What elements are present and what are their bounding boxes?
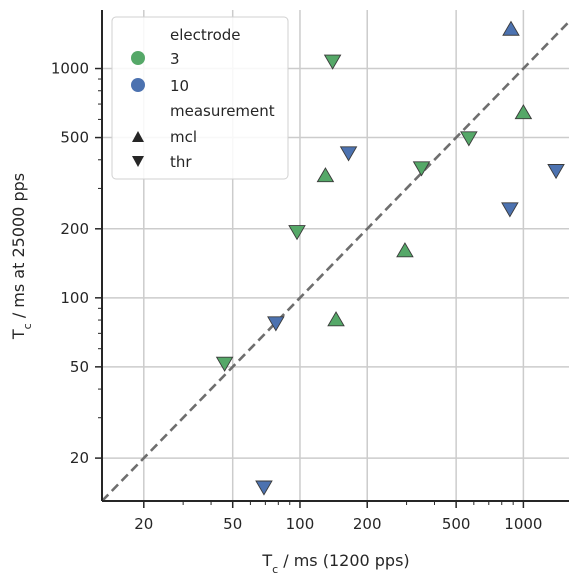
legend-label-electrode-3: 3 (170, 50, 180, 68)
legend-label-thr: thr (170, 153, 192, 171)
point-electrode-10-mcl (502, 20, 520, 36)
point-electrode-3-thr (323, 54, 342, 70)
legend-style-title: measurement (170, 102, 275, 120)
point-electrode-10-thr (267, 316, 285, 332)
x-tick-label: 100 (286, 515, 315, 533)
legend-hue-title: electrode (170, 26, 241, 44)
y-tick-label: 50 (70, 358, 89, 376)
x-tick-label: 20 (134, 515, 153, 533)
point-electrode-3-mcl (316, 167, 335, 183)
legend-label-mcl: mcl (170, 128, 197, 146)
point-electrode-3-thr (460, 131, 478, 147)
y-tick-label: 200 (60, 220, 89, 238)
tick-labels: 20 50 100 200 500 1000 20 50 100 200 500 1000 (51, 60, 543, 533)
y-tick-label: 1000 (51, 60, 89, 78)
y-tick-label: 100 (60, 289, 89, 307)
data-points (215, 20, 565, 496)
x-tick-label: 200 (353, 515, 382, 533)
legend-box (111, 16, 289, 180)
point-electrode-10-thr (547, 164, 565, 180)
point-electrode-3-thr (215, 356, 234, 372)
point-electrode-10-thr (339, 146, 358, 162)
x-tick-label: 1000 (504, 515, 542, 533)
point-electrode-3-mcl (514, 104, 533, 120)
legend-marker-thr (132, 156, 144, 167)
y-tick-label: 20 (70, 449, 89, 467)
legend-label-electrode-10: 10 (170, 77, 189, 95)
legend-marker-electrode-3 (131, 51, 145, 65)
y-tick-label: 500 (60, 129, 89, 147)
point-electrode-3-mcl (396, 242, 414, 258)
point-electrode-10-thr (255, 480, 273, 496)
legend: electrode 3 10 measurement mcl thr (111, 16, 289, 180)
y-axis-label: Tc / ms at 25000 pps (9, 173, 34, 340)
axes (95, 10, 569, 508)
point-electrode-3-thr (412, 161, 431, 177)
x-tick-label: 50 (223, 515, 242, 533)
x-tick-label: 500 (442, 515, 471, 533)
x-axis-label: Tc / ms (1200 pps) (261, 551, 409, 573)
point-electrode-10-thr (501, 202, 519, 218)
legend-marker-mcl (132, 131, 144, 142)
point-electrode-3-thr (288, 225, 306, 241)
point-electrode-3-mcl (327, 311, 345, 327)
legend-marker-electrode-10 (131, 78, 145, 92)
